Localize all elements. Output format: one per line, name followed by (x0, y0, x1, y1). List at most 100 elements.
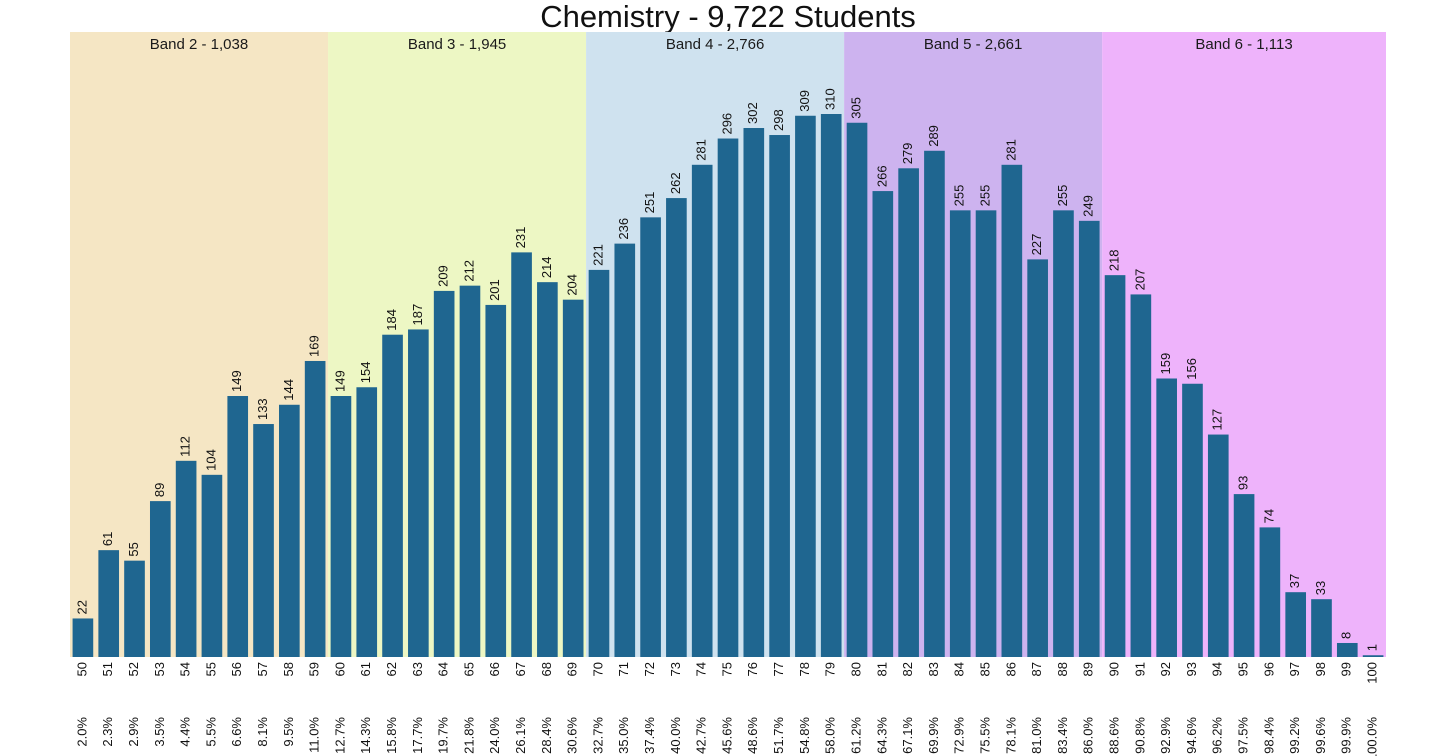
bar-95 (1233, 494, 1255, 657)
bar-75 (717, 138, 739, 657)
bar-63 (408, 329, 429, 657)
bar-59 (304, 360, 326, 657)
value-label-91: 207 (1132, 269, 1147, 291)
value-label-59: 169 (307, 335, 322, 357)
bar-56 (227, 396, 249, 657)
x-tick-93: 93 (1184, 662, 1199, 676)
x-tick-85: 85 (977, 662, 992, 676)
value-label-71: 236 (616, 218, 631, 240)
x-tick-91: 91 (1132, 662, 1147, 676)
cumulative-pct-65: 21.8% (461, 717, 476, 754)
value-label-53: 89 (152, 483, 167, 497)
x-tick-56: 56 (229, 662, 244, 676)
bar-87 (1027, 259, 1048, 657)
value-label-74: 281 (694, 139, 709, 161)
bar-78 (795, 115, 816, 658)
cumulative-pct-93: 94.6% (1184, 717, 1199, 754)
x-tick-97: 97 (1287, 662, 1302, 676)
x-tick-59: 59 (307, 662, 322, 676)
value-label-57: 133 (255, 398, 270, 420)
bar-54 (175, 460, 197, 657)
cumulative-pct-94: 96.2% (1210, 717, 1225, 754)
cumulative-pct-71: 35.0% (616, 717, 631, 754)
value-label-64: 209 (436, 265, 451, 287)
bar-71 (614, 243, 636, 657)
value-label-60: 149 (332, 370, 347, 392)
cumulative-pct-80: 61.2% (848, 717, 863, 754)
value-label-54: 112 (178, 436, 193, 457)
cumulative-pct-66: 24.0% (487, 717, 502, 754)
band-label-3: Band 3 - 1,945 (408, 36, 506, 53)
x-tick-71: 71 (616, 662, 631, 676)
cumulative-pct-98: 99.6% (1313, 717, 1328, 754)
x-tick-96: 96 (1261, 662, 1276, 676)
cumulative-pct-85: 75.5% (977, 717, 992, 754)
value-label-52: 55 (126, 542, 141, 556)
value-label-51: 61 (100, 532, 115, 546)
cumulative-pct-91: 90.8% (1132, 717, 1147, 754)
bar-83 (924, 150, 945, 657)
x-tick-100: 100 (1365, 662, 1380, 684)
value-label-99: 8 (1339, 632, 1354, 639)
value-label-80: 305 (848, 97, 863, 119)
cumulative-pct-73: 40.0% (668, 717, 683, 754)
bar-76 (743, 128, 765, 657)
x-tick-61: 61 (358, 662, 373, 676)
cumulative-pct-87: 81.0% (1029, 717, 1044, 754)
value-label-85: 255 (977, 185, 992, 207)
value-label-58: 144 (281, 379, 296, 401)
x-tick-98: 98 (1313, 662, 1328, 676)
cumulative-pct-69: 30.6% (565, 717, 580, 754)
bar-79 (820, 114, 842, 657)
value-label-55: 104 (203, 449, 218, 471)
cumulative-pct-57: 8.1% (255, 717, 270, 747)
value-label-86: 281 (1003, 139, 1018, 161)
value-label-62: 184 (384, 309, 399, 331)
cumulative-pct-63: 17.7% (410, 717, 425, 754)
x-tick-65: 65 (461, 662, 476, 676)
cumulative-pct-58: 9.5% (281, 717, 296, 747)
bar-60 (330, 396, 352, 657)
value-label-82: 279 (900, 143, 915, 165)
bar-69 (562, 299, 584, 657)
bar-65 (459, 285, 481, 657)
cumulative-pct-64: 19.7% (436, 717, 451, 754)
x-tick-86: 86 (1003, 662, 1018, 676)
cumulative-pct-89: 86.0% (1081, 717, 1096, 754)
cumulative-pct-75: 45.6% (719, 717, 734, 754)
x-tick-75: 75 (719, 662, 734, 676)
cumulative-pct-60: 12.7% (332, 717, 347, 754)
band-label-6: Band 6 - 1,113 (1195, 36, 1292, 53)
cumulative-pct-54: 4.4% (178, 717, 193, 747)
bar-93 (1182, 383, 1203, 657)
bar-57 (253, 424, 274, 657)
x-tick-78: 78 (797, 662, 812, 676)
bar-80 (846, 122, 868, 658)
band-label-4: Band 4 - 2,766 (666, 36, 764, 53)
value-label-63: 187 (410, 304, 425, 326)
x-tick-62: 62 (384, 662, 399, 676)
x-tick-60: 60 (332, 662, 347, 676)
bar-81 (872, 191, 894, 657)
x-tick-67: 67 (513, 662, 528, 676)
bar-99 (1336, 642, 1358, 657)
cumulative-pct-62: 15.8% (384, 717, 399, 754)
cumulative-pct-50: 2.0% (74, 717, 89, 747)
bar-96 (1259, 527, 1281, 657)
cumulative-pct-70: 32.7% (590, 717, 605, 754)
value-label-84: 255 (952, 185, 967, 207)
bar-88 (1053, 210, 1074, 657)
x-tick-54: 54 (178, 662, 193, 676)
cumulative-pct-74: 42.7% (694, 717, 709, 754)
bar-73 (666, 198, 687, 657)
cumulative-pct-78: 54.8% (797, 717, 812, 754)
value-label-100: 1 (1365, 644, 1380, 651)
bar-58 (279, 404, 300, 657)
value-label-75: 296 (719, 113, 734, 135)
bar-53 (149, 501, 171, 657)
bar-62 (382, 334, 403, 657)
value-label-98: 33 (1313, 581, 1328, 595)
value-label-70: 221 (590, 244, 605, 266)
x-tick-83: 83 (926, 662, 941, 676)
cumulative-pct-81: 64.3% (874, 717, 889, 754)
